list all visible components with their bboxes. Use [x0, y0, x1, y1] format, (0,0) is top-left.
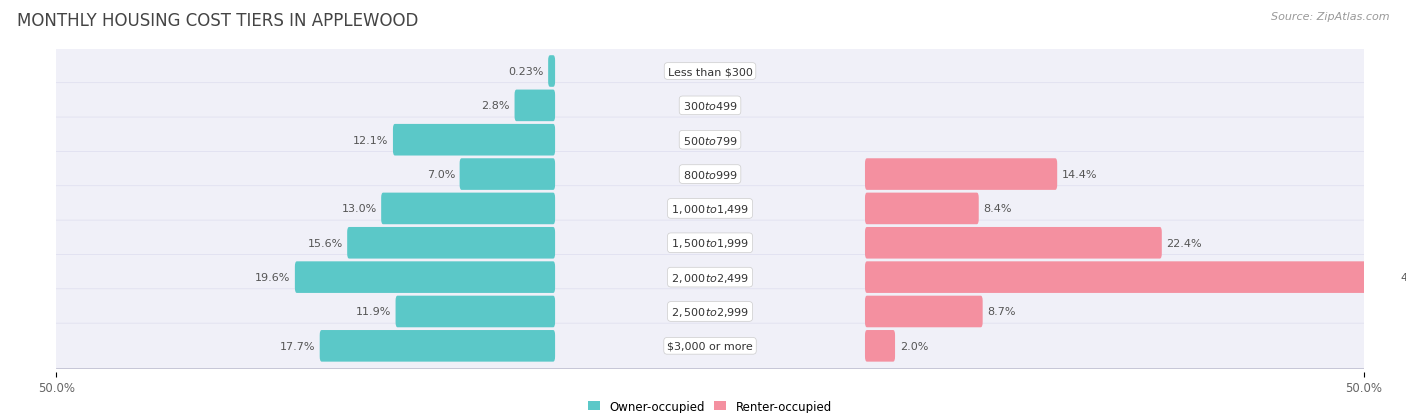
Text: 8.4%: 8.4% — [983, 204, 1012, 214]
FancyBboxPatch shape — [865, 228, 1161, 259]
FancyBboxPatch shape — [392, 125, 555, 156]
Legend: Owner-occupied, Renter-occupied: Owner-occupied, Renter-occupied — [583, 395, 837, 413]
Text: 40.3%: 40.3% — [1400, 273, 1406, 282]
Text: 7.0%: 7.0% — [426, 170, 456, 180]
FancyBboxPatch shape — [295, 262, 555, 293]
FancyBboxPatch shape — [53, 323, 1367, 369]
FancyBboxPatch shape — [865, 159, 1057, 190]
Text: Less than $300: Less than $300 — [668, 67, 752, 77]
FancyBboxPatch shape — [53, 289, 1367, 335]
Text: $800 to $999: $800 to $999 — [682, 169, 738, 180]
Text: 0.23%: 0.23% — [508, 67, 544, 77]
Text: $300 to $499: $300 to $499 — [682, 100, 738, 112]
FancyBboxPatch shape — [515, 90, 555, 122]
Text: Source: ZipAtlas.com: Source: ZipAtlas.com — [1271, 12, 1389, 22]
FancyBboxPatch shape — [381, 193, 555, 225]
Text: $3,000 or more: $3,000 or more — [668, 341, 752, 351]
Text: $2,000 to $2,499: $2,000 to $2,499 — [671, 271, 749, 284]
Text: 19.6%: 19.6% — [254, 273, 290, 282]
Text: $500 to $799: $500 to $799 — [682, 134, 738, 146]
Text: $1,500 to $1,999: $1,500 to $1,999 — [671, 237, 749, 250]
Text: 8.7%: 8.7% — [987, 307, 1015, 317]
FancyBboxPatch shape — [319, 330, 555, 362]
Text: 12.1%: 12.1% — [353, 135, 388, 145]
FancyBboxPatch shape — [548, 56, 555, 88]
FancyBboxPatch shape — [460, 159, 555, 190]
Text: 15.6%: 15.6% — [308, 238, 343, 248]
Text: 11.9%: 11.9% — [356, 307, 391, 317]
Text: 22.4%: 22.4% — [1167, 238, 1202, 248]
Text: $2,500 to $2,999: $2,500 to $2,999 — [671, 305, 749, 318]
Text: $1,000 to $1,499: $1,000 to $1,499 — [671, 202, 749, 216]
Text: 13.0%: 13.0% — [342, 204, 377, 214]
Text: 2.8%: 2.8% — [481, 101, 510, 111]
FancyBboxPatch shape — [865, 296, 983, 328]
Text: 17.7%: 17.7% — [280, 341, 315, 351]
Text: 2.0%: 2.0% — [900, 341, 928, 351]
FancyBboxPatch shape — [53, 221, 1367, 266]
FancyBboxPatch shape — [53, 186, 1367, 232]
Text: MONTHLY HOUSING COST TIERS IN APPLEWOOD: MONTHLY HOUSING COST TIERS IN APPLEWOOD — [17, 12, 418, 30]
FancyBboxPatch shape — [53, 152, 1367, 197]
FancyBboxPatch shape — [53, 118, 1367, 163]
FancyBboxPatch shape — [53, 255, 1367, 300]
FancyBboxPatch shape — [865, 193, 979, 225]
FancyBboxPatch shape — [347, 228, 555, 259]
FancyBboxPatch shape — [865, 262, 1396, 293]
Text: 14.4%: 14.4% — [1062, 170, 1097, 180]
FancyBboxPatch shape — [395, 296, 555, 328]
FancyBboxPatch shape — [53, 49, 1367, 95]
FancyBboxPatch shape — [865, 330, 896, 362]
FancyBboxPatch shape — [53, 83, 1367, 129]
